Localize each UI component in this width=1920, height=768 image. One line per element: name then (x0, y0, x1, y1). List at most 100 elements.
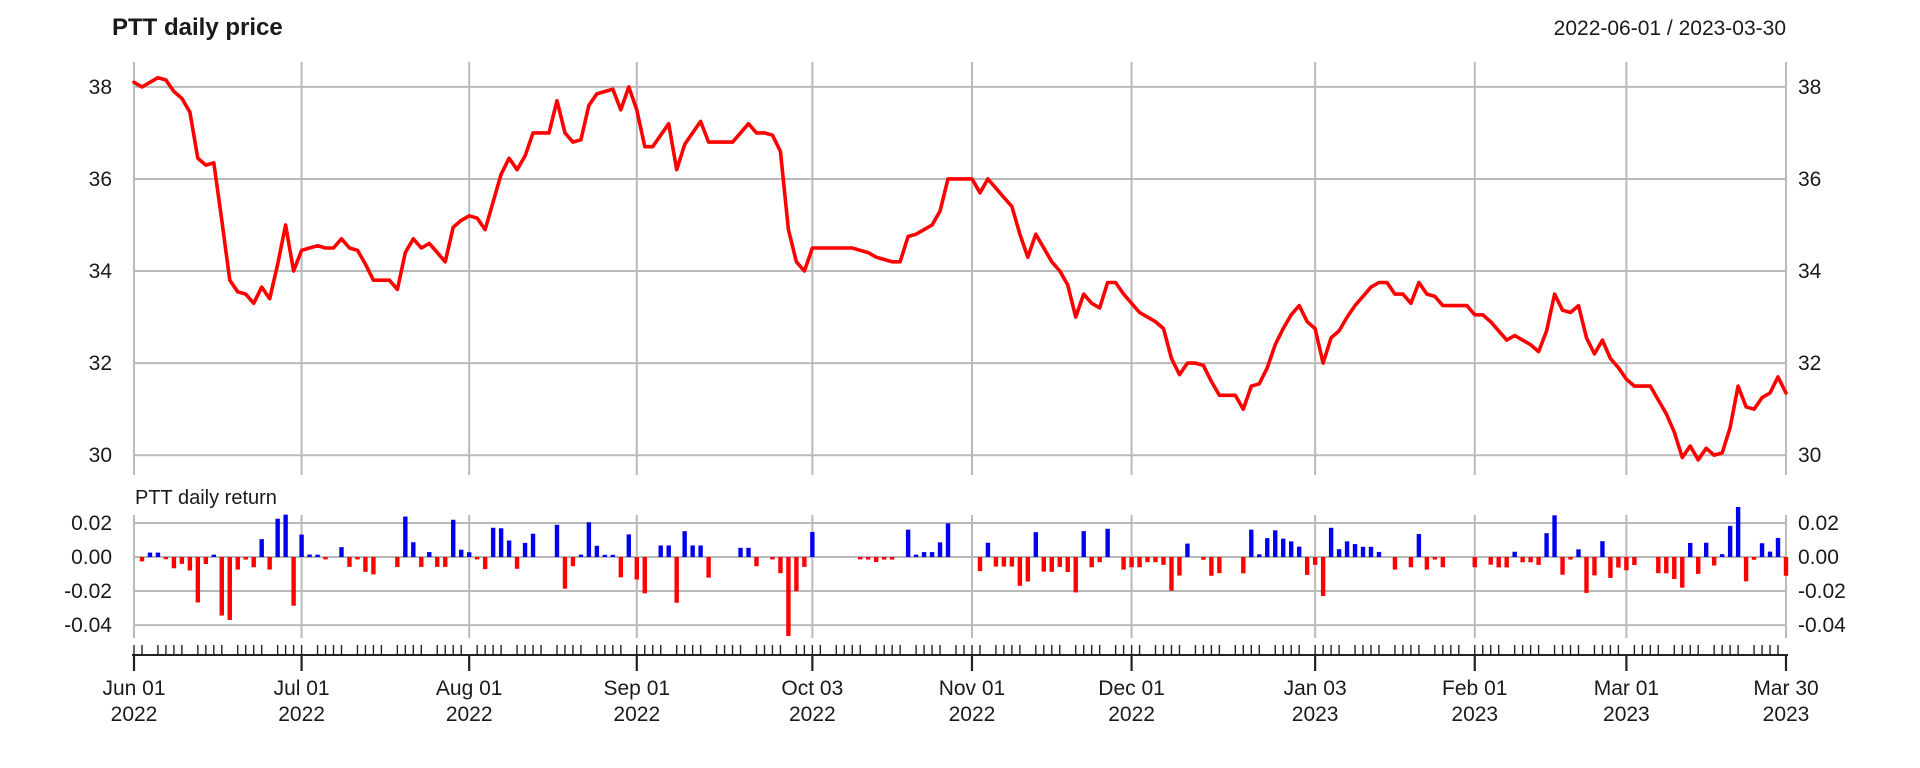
return-bar (459, 549, 464, 558)
x-axis-year-label: 2022 (446, 703, 493, 726)
return-bar (1735, 507, 1741, 558)
return-bar (1528, 557, 1533, 563)
return-ytick-left: 0.02 (71, 512, 112, 535)
return-bar (1265, 538, 1270, 558)
x-axis-month-label: Aug 01 (436, 677, 503, 700)
return-bar (490, 527, 496, 558)
price-ytick-right: 30 (1798, 444, 1821, 467)
return-bar (307, 554, 312, 558)
return-bar (474, 557, 480, 560)
return-bar (530, 533, 536, 558)
return-bar (522, 542, 528, 558)
x-axis-month-label: Dec 01 (1098, 677, 1165, 700)
return-bar (1336, 549, 1342, 558)
return-bar (642, 557, 647, 594)
return-bar (618, 557, 624, 578)
return-ytick-right: 0.00 (1798, 546, 1839, 569)
return-bar (1743, 557, 1749, 582)
return-bar (235, 557, 240, 570)
return-bar (810, 532, 815, 558)
return-bar (913, 554, 919, 558)
return-bar (275, 518, 280, 558)
return-bar (1416, 534, 1422, 558)
return-bar (1017, 557, 1023, 586)
return-bar (1568, 557, 1573, 560)
return-bar (1097, 557, 1102, 563)
return-bar (1544, 533, 1549, 558)
return-bar (514, 557, 520, 569)
return-bar (1121, 557, 1126, 570)
x-axis-month-label: Jun 01 (102, 677, 165, 700)
return-bar (1512, 551, 1517, 558)
return-bar (802, 557, 807, 567)
return-bar (419, 557, 424, 567)
return-bar (1656, 557, 1661, 574)
return-bar (187, 557, 193, 571)
return-bar (403, 516, 408, 558)
return-bar (1360, 546, 1366, 558)
return-bar (139, 557, 145, 562)
return-bar (1560, 557, 1565, 575)
return-bar (1312, 557, 1318, 565)
return-bar (1711, 557, 1717, 566)
return-bar (203, 557, 209, 564)
price-ytick-right: 32 (1798, 352, 1821, 375)
return-bar (1073, 557, 1078, 593)
return-bar (586, 522, 592, 558)
return-bar (291, 557, 296, 606)
return-ytick-right: 0.02 (1798, 512, 1839, 535)
return-bar (985, 542, 991, 558)
return-bar (1368, 546, 1374, 558)
return-bar (1719, 554, 1725, 558)
return-bar (179, 557, 185, 564)
return-bar (562, 557, 568, 589)
return-ytick-left: -0.02 (64, 580, 112, 603)
return-bar (1352, 544, 1358, 558)
return-bar (219, 557, 224, 616)
return-ytick-left: -0.04 (64, 614, 112, 637)
x-axis-year-label: 2023 (1603, 703, 1650, 726)
return-bar (1025, 557, 1031, 582)
x-axis-year-label: 2022 (111, 703, 158, 726)
return-bar (1065, 557, 1070, 572)
return-bar (1376, 551, 1382, 558)
return-bar (698, 545, 703, 558)
x-axis-year-label: 2023 (1451, 703, 1498, 726)
x-axis-month-label: Jul 01 (274, 677, 330, 700)
return-bar (1209, 557, 1214, 576)
return-bar (211, 554, 217, 558)
return-bar (1592, 557, 1597, 576)
price-ytick-right: 38 (1798, 76, 1821, 99)
return-bar (1664, 557, 1669, 574)
return-bar (1145, 557, 1150, 563)
return-bar (251, 557, 256, 568)
return-bar (1576, 549, 1581, 558)
return-bar (1424, 557, 1430, 570)
return-bar (1600, 541, 1605, 558)
return-bar (1169, 557, 1174, 591)
return-bar (1009, 557, 1015, 567)
return-bar (770, 557, 775, 560)
x-axis-month-label: Mar 30 (1753, 677, 1818, 700)
return-bar (937, 542, 943, 558)
return-bar (1584, 557, 1589, 593)
return-bar (323, 557, 328, 560)
return-bar (259, 539, 264, 558)
return-bar (1177, 557, 1182, 576)
return-bar (1081, 531, 1086, 558)
return-bar (299, 534, 304, 558)
return-bar (155, 552, 161, 558)
return-bar (602, 554, 608, 558)
x-axis-year-label: 2022 (278, 703, 325, 726)
return-bar (1775, 537, 1781, 558)
return-bar (1201, 557, 1206, 560)
return-bar (1672, 557, 1677, 579)
return-bar (929, 552, 935, 558)
return-bar (506, 540, 512, 558)
return-panel-title: PTT daily return (135, 487, 277, 509)
return-bar (786, 557, 791, 636)
return-bar (977, 557, 983, 572)
return-bar (1049, 557, 1054, 572)
return-bar (1273, 530, 1278, 558)
